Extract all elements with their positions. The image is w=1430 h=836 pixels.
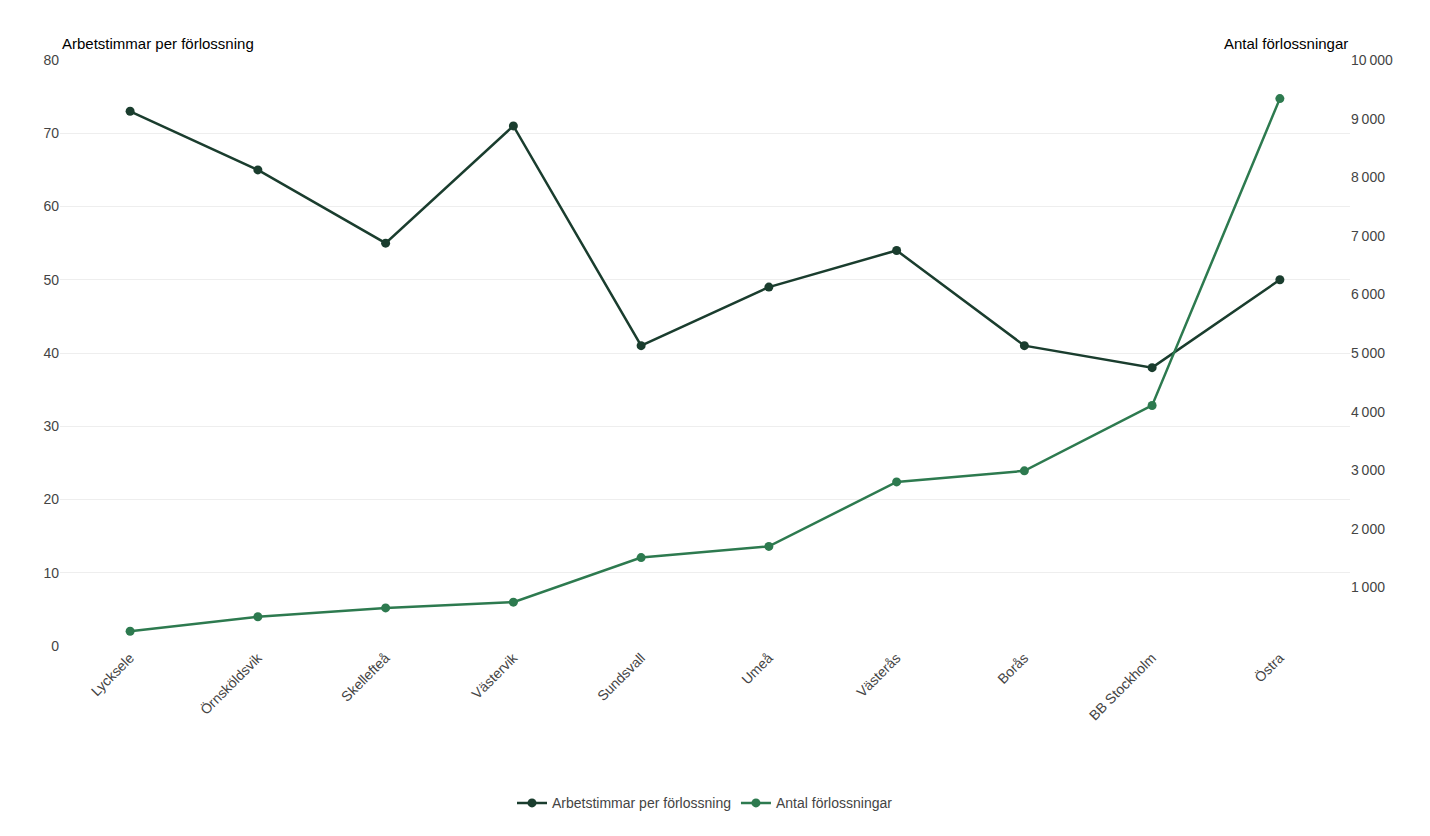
svg-text:Västerås: Västerås xyxy=(853,650,903,700)
svg-text:Västervik: Västervik xyxy=(468,649,521,702)
svg-text:Antal förlossningar: Antal förlossningar xyxy=(776,795,892,811)
svg-text:5 000: 5 000 xyxy=(1351,345,1385,361)
svg-text:10 000: 10 000 xyxy=(1351,52,1393,68)
svg-text:Sundsvall: Sundsvall xyxy=(594,650,648,704)
svg-text:6 000: 6 000 xyxy=(1351,286,1385,302)
svg-text:8 000: 8 000 xyxy=(1351,169,1385,185)
svg-text:Östra: Östra xyxy=(1251,649,1287,685)
svg-text:60: 60 xyxy=(43,198,59,214)
svg-text:Arbetstimmar per förlossning: Arbetstimmar per förlossning xyxy=(62,35,254,52)
svg-text:4 000: 4 000 xyxy=(1351,404,1385,420)
svg-text:3 000: 3 000 xyxy=(1351,462,1385,478)
svg-text:50: 50 xyxy=(43,272,59,288)
svg-text:40: 40 xyxy=(43,345,59,361)
svg-text:BB Stockholm: BB Stockholm xyxy=(1086,650,1159,723)
svg-text:Umeå: Umeå xyxy=(738,650,776,688)
svg-text:Lycksele: Lycksele xyxy=(88,650,138,700)
svg-text:30: 30 xyxy=(43,418,59,434)
svg-text:10: 10 xyxy=(43,565,59,581)
svg-text:20: 20 xyxy=(43,491,59,507)
svg-text:Skellefteå: Skellefteå xyxy=(338,650,393,705)
svg-text:Antal förlossningar: Antal förlossningar xyxy=(1224,35,1348,52)
svg-text:0: 0 xyxy=(51,638,59,654)
svg-text:80: 80 xyxy=(43,52,59,68)
svg-text:1 000: 1 000 xyxy=(1351,579,1385,595)
svg-text:Örnsköldsvik: Örnsköldsvik xyxy=(196,648,265,717)
svg-text:2 000: 2 000 xyxy=(1351,521,1385,537)
svg-text:7 000: 7 000 xyxy=(1351,228,1385,244)
svg-text:9 000: 9 000 xyxy=(1351,111,1385,127)
svg-text:Arbetstimmar per förlossning: Arbetstimmar per förlossning xyxy=(552,795,731,811)
svg-text:Borås: Borås xyxy=(994,650,1031,687)
svg-text:70: 70 xyxy=(43,125,59,141)
